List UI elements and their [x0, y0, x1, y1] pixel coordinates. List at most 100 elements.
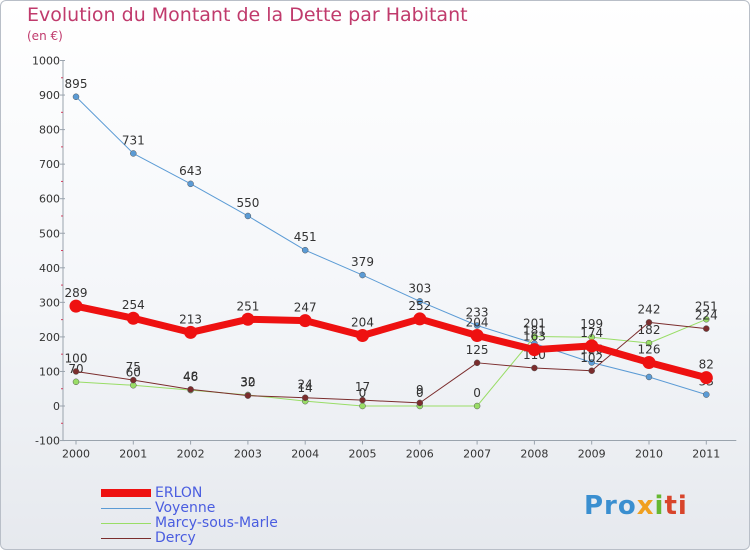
y-tick-label: 600 — [39, 193, 60, 206]
y-tick-label: -100 — [35, 435, 60, 448]
y-tick-label: 900 — [39, 89, 60, 102]
x-tick-label: 2004 — [291, 448, 319, 461]
y-tick-label: 1000 — [32, 55, 60, 68]
data-point — [531, 364, 538, 372]
data-point — [703, 391, 710, 398]
data-point — [527, 343, 541, 357]
data-label: 731 — [122, 133, 145, 147]
data-point — [699, 371, 713, 385]
data-point — [244, 392, 252, 399]
data-label: 247 — [294, 301, 317, 315]
legend-label: Dercy — [155, 530, 196, 546]
data-label: 9 — [416, 383, 424, 397]
data-point — [356, 329, 369, 343]
data-label: 30 — [240, 376, 255, 390]
x-tick-label: 2006 — [406, 448, 434, 461]
series-line-voyenne — [75, 96, 707, 396]
series-line-erlon — [72, 302, 710, 382]
data-point — [187, 180, 194, 188]
data-label: 75 — [126, 360, 141, 374]
data-point — [298, 314, 312, 328]
data-label: 82 — [699, 358, 714, 372]
data-label: 251 — [236, 299, 259, 313]
series-line-marcy-sous-marle — [75, 318, 707, 407]
data-label: 48 — [183, 369, 198, 383]
data-point — [588, 359, 595, 366]
legend-swatch — [101, 538, 151, 539]
chart-title: Evolution du Montant de la Dette par Hab… — [27, 4, 468, 26]
x-tick-label: 2011 — [692, 448, 720, 461]
legend-swatch — [101, 523, 151, 524]
data-point — [72, 378, 80, 386]
data-label: 14 — [298, 381, 313, 395]
logo-part-3: i — [654, 491, 665, 521]
data-point — [126, 311, 140, 325]
legend-label: ERLON — [155, 485, 203, 501]
x-tick-label: 2000 — [62, 448, 90, 461]
data-point — [244, 212, 252, 220]
y-tick-label: 0 — [53, 400, 60, 413]
data-point — [645, 319, 653, 326]
data-label: 242 — [638, 302, 661, 316]
data-point — [473, 402, 481, 410]
data-point — [416, 399, 424, 407]
data-label: 303 — [408, 281, 431, 295]
x-tick-label: 2008 — [520, 448, 548, 461]
data-point — [416, 298, 424, 305]
series-line-dercy — [75, 321, 707, 404]
data-point — [130, 376, 137, 384]
data-point — [585, 339, 599, 353]
data-label: 100 — [65, 351, 88, 365]
data-label: 252 — [408, 299, 431, 313]
data-point — [473, 322, 481, 329]
y-tick-label: 300 — [39, 296, 60, 309]
data-label: 254 — [122, 298, 145, 312]
data-point — [531, 333, 538, 340]
data-point — [359, 396, 366, 404]
data-label: 204 — [466, 316, 489, 330]
proxiti-logo: Proxiti — [584, 491, 688, 521]
x-tick-label: 2002 — [177, 448, 205, 461]
data-label: 379 — [351, 255, 374, 269]
data-label: 204 — [351, 316, 374, 330]
data-point — [703, 325, 710, 332]
data-label: 0 — [473, 386, 481, 400]
data-point — [359, 402, 366, 410]
data-label: 213 — [179, 312, 202, 326]
data-label: 224 — [695, 309, 718, 323]
data-label: 289 — [65, 286, 88, 300]
data-label: 32 — [240, 375, 255, 389]
data-label: 201 — [523, 317, 546, 331]
data-point — [72, 368, 80, 375]
data-label: 126 — [638, 342, 661, 356]
data-point — [241, 312, 255, 326]
y-tick-label: 500 — [39, 227, 60, 240]
y-tick-label: 100 — [39, 365, 60, 378]
data-point — [413, 312, 427, 326]
data-label: 60 — [126, 365, 141, 379]
legend-label: Voyenne — [155, 500, 216, 516]
data-label: 199 — [580, 317, 603, 331]
data-label: 451 — [294, 230, 317, 244]
data-label: 102 — [580, 351, 603, 365]
legend-swatch — [101, 508, 151, 509]
data-point — [703, 316, 710, 323]
legend-label: Marcy-sous-Marle — [155, 515, 278, 531]
chart-subtitle: (en €) — [27, 29, 63, 43]
data-point — [301, 246, 309, 254]
data-point — [645, 339, 653, 347]
data-point — [359, 271, 366, 279]
legend-swatch — [101, 489, 151, 497]
data-point — [184, 325, 198, 339]
data-label: 251 — [695, 299, 718, 313]
data-label: 46 — [183, 370, 198, 384]
data-point — [645, 373, 653, 381]
data-label: 895 — [65, 77, 88, 91]
x-tick-label: 2007 — [463, 448, 491, 461]
data-label: 0 — [416, 386, 424, 400]
logo-part-4: ti — [664, 491, 688, 521]
data-label: 643 — [179, 164, 202, 178]
data-point — [473, 359, 481, 367]
data-label: 233 — [466, 305, 489, 319]
